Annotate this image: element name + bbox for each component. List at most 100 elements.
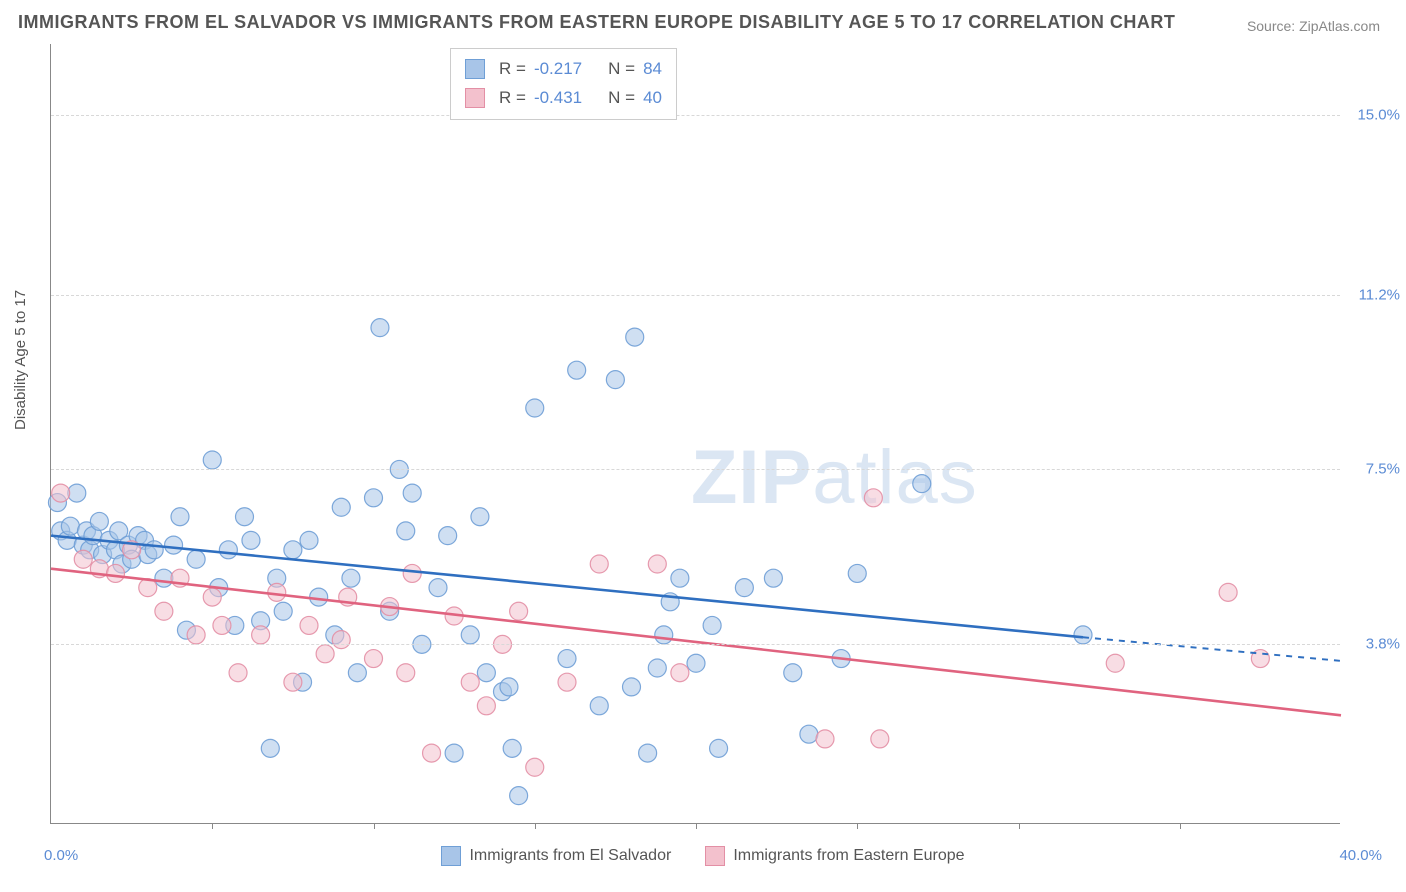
legend-label: Immigrants from Eastern Europe <box>733 847 964 865</box>
data-point <box>639 744 657 762</box>
data-point <box>671 664 689 682</box>
data-point <box>590 555 608 573</box>
data-point <box>735 579 753 597</box>
data-point <box>590 697 608 715</box>
data-point <box>471 508 489 526</box>
data-point <box>423 744 441 762</box>
data-point <box>165 536 183 554</box>
data-point <box>274 602 292 620</box>
data-point <box>710 739 728 757</box>
data-point <box>403 484 421 502</box>
data-point <box>558 673 576 691</box>
y-axis-label: Disability Age 5 to 17 <box>12 290 29 430</box>
x-tick <box>696 823 697 829</box>
data-point <box>510 602 528 620</box>
data-point <box>68 484 86 502</box>
n-value: 84 <box>643 55 662 84</box>
data-point <box>500 678 518 696</box>
data-point <box>74 550 92 568</box>
stats-row: R =-0.431N =40 <box>465 84 662 113</box>
data-point <box>477 664 495 682</box>
n-label: N = <box>608 84 635 113</box>
x-tick <box>374 823 375 829</box>
gridline <box>51 295 1340 296</box>
data-point <box>145 541 163 559</box>
data-point <box>342 569 360 587</box>
data-point <box>864 489 882 507</box>
data-point <box>300 531 318 549</box>
data-point <box>90 512 108 530</box>
data-point <box>510 787 528 805</box>
data-point <box>439 527 457 545</box>
data-point <box>623 678 641 696</box>
data-point <box>316 645 334 663</box>
data-point <box>626 328 644 346</box>
data-point <box>429 579 447 597</box>
data-point <box>52 484 70 502</box>
data-point <box>242 531 260 549</box>
y-tick-label: 3.8% <box>1345 636 1400 653</box>
r-label: R = <box>499 84 526 113</box>
gridline <box>51 469 1340 470</box>
trend-line <box>51 569 1341 716</box>
chart-title: IMMIGRANTS FROM EL SALVADOR VS IMMIGRANT… <box>18 12 1175 33</box>
data-point <box>913 475 931 493</box>
data-point <box>348 664 366 682</box>
data-point <box>461 673 479 691</box>
data-point <box>558 650 576 668</box>
data-point <box>213 616 231 634</box>
data-point <box>687 654 705 672</box>
data-point <box>648 555 666 573</box>
data-point <box>1074 626 1092 644</box>
data-point <box>155 602 173 620</box>
data-point <box>816 730 834 748</box>
data-point <box>332 498 350 516</box>
data-point <box>703 616 721 634</box>
data-point <box>800 725 818 743</box>
data-point <box>655 626 673 644</box>
n-value: 40 <box>643 84 662 113</box>
data-point <box>261 739 279 757</box>
source-attribution: Source: ZipAtlas.com <box>1247 18 1380 34</box>
r-label: R = <box>499 55 526 84</box>
data-point <box>107 564 125 582</box>
data-point <box>403 564 421 582</box>
data-point <box>526 399 544 417</box>
gridline <box>51 115 1340 116</box>
x-tick <box>212 823 213 829</box>
legend-item: Immigrants from El Salvador <box>441 846 671 866</box>
data-point <box>187 626 205 644</box>
y-tick-label: 15.0% <box>1345 106 1400 123</box>
data-point <box>365 489 383 507</box>
data-point <box>236 508 254 526</box>
data-point <box>848 564 866 582</box>
data-point <box>229 664 247 682</box>
legend-swatch <box>465 59 485 79</box>
data-point <box>445 744 463 762</box>
legend-swatch <box>705 846 725 866</box>
correlation-stats-box: R =-0.217N =84R =-0.431N =40 <box>450 48 677 120</box>
data-point <box>784 664 802 682</box>
data-point <box>284 673 302 691</box>
data-point <box>300 616 318 634</box>
data-point <box>171 508 189 526</box>
source-prefix: Source: <box>1247 18 1299 34</box>
data-point <box>371 319 389 337</box>
bottom-legend: Immigrants from El Salvador Immigrants fr… <box>0 846 1406 866</box>
legend-label: Immigrants from El Salvador <box>469 847 671 865</box>
data-point <box>332 631 350 649</box>
data-point <box>203 451 221 469</box>
gridline <box>51 644 1340 645</box>
data-point <box>252 626 270 644</box>
data-point <box>526 758 544 776</box>
y-tick-label: 7.5% <box>1345 461 1400 478</box>
x-tick <box>535 823 536 829</box>
r-value: -0.217 <box>534 55 582 84</box>
data-point <box>477 697 495 715</box>
data-point <box>187 550 205 568</box>
data-point <box>155 569 173 587</box>
data-point <box>764 569 782 587</box>
data-point <box>648 659 666 677</box>
data-point <box>568 361 586 379</box>
source-link[interactable]: ZipAtlas.com <box>1299 18 1380 34</box>
